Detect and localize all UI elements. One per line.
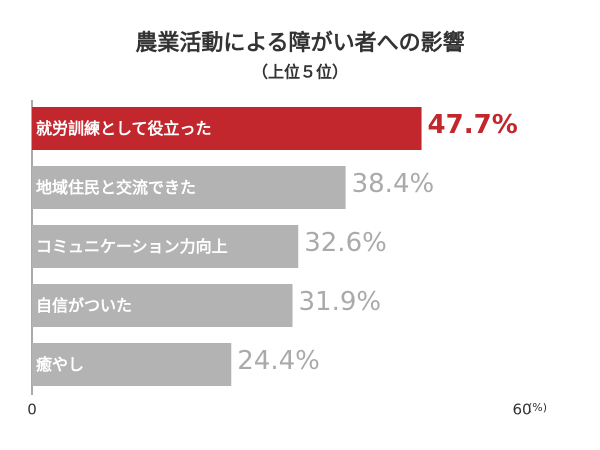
x-tick-label: 60 — [512, 401, 531, 419]
chart-title: 農業活動による障がい者への影響 — [135, 30, 464, 56]
category-label: コミュニケーション力向上 — [36, 237, 228, 256]
value-label: 32.6% — [304, 228, 387, 258]
category-label: 地域住民と交流できた — [36, 178, 196, 197]
chart-subtitle: （上位５位） — [252, 63, 348, 82]
bar — [32, 225, 299, 268]
bar — [32, 343, 232, 386]
value-label: 38.4% — [352, 169, 435, 199]
value-label: 31.9% — [299, 287, 382, 317]
x-unit: (%) — [528, 401, 547, 414]
category-label: 自信がついた — [36, 296, 132, 315]
bar — [32, 107, 422, 150]
category-label: 就労訓練として役立った — [36, 119, 212, 138]
bar — [32, 284, 293, 327]
value-label: 47.7% — [428, 110, 518, 140]
bar — [32, 166, 346, 209]
value-label: 24.4% — [237, 346, 320, 376]
category-label: 癒やし — [36, 355, 84, 374]
x-tick-label: 0 — [27, 401, 37, 419]
